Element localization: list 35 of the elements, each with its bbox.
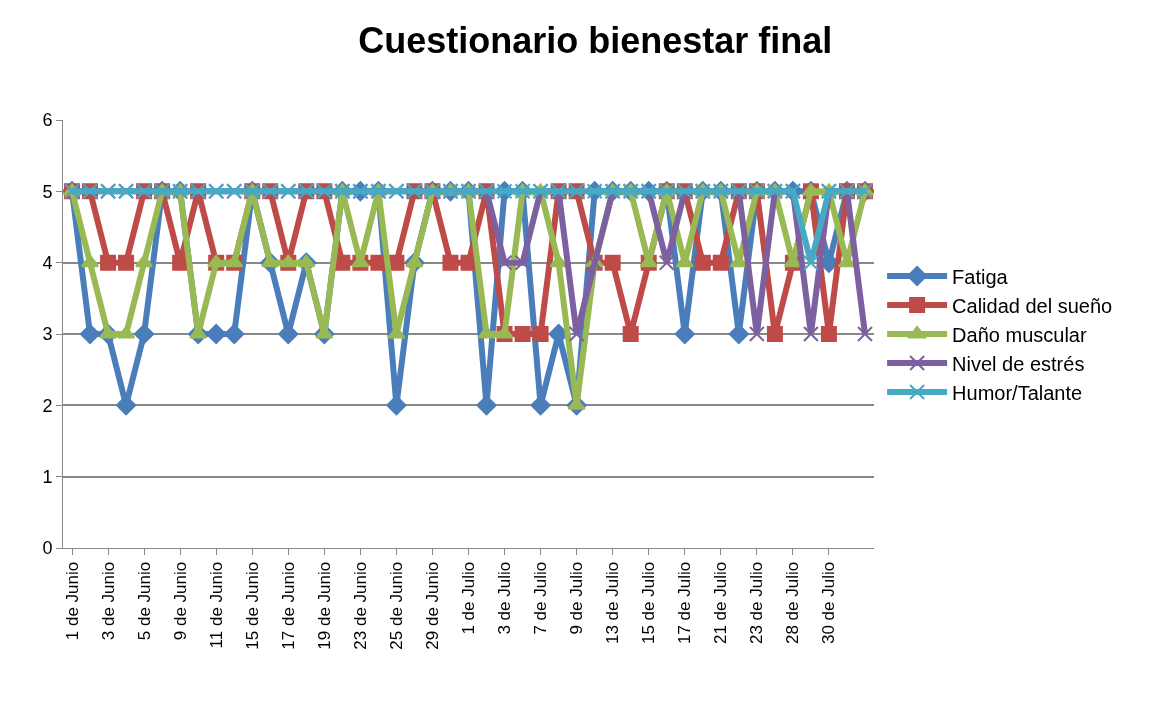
y-tick-label: 5	[42, 181, 53, 202]
x-tick-label: 17 de Julio	[675, 561, 695, 645]
x-tick-label: 11 de Junio	[206, 561, 226, 649]
x-tick-label: 13 de Julio	[603, 561, 623, 645]
x-tick-label: 28 de Julio	[783, 561, 803, 645]
x-tick-label: 23 de Julio	[747, 561, 767, 645]
y-tick-label: 4	[42, 252, 53, 273]
x-tick-label: 15 de Junio	[242, 561, 262, 650]
x-tick-label: 17 de Junio	[278, 561, 298, 650]
y-tick-label: 3	[42, 324, 53, 345]
legend-label: Fatiga	[952, 265, 1009, 288]
legend-label: Calidad del sueño	[952, 294, 1113, 317]
legend-label: Nivel de estrés	[952, 352, 1085, 375]
chart-title: Cuestionario bienestar final	[358, 20, 833, 62]
x-tick-label: 9 de Junio	[170, 561, 190, 641]
x-tick-label: 3 de Junio	[98, 561, 118, 641]
x-tick-label: 23 de Junio	[350, 561, 370, 650]
x-tick-label: 7 de Julio	[531, 561, 551, 635]
x-tick-label: 9 de Julio	[567, 561, 587, 635]
x-tick-label: 30 de Julio	[819, 561, 839, 645]
y-tick-label: 0	[42, 538, 53, 559]
x-tick-label: 21 de Julio	[711, 561, 731, 645]
y-tick-label: 6	[42, 110, 53, 131]
x-tick-label: 25 de Junio	[386, 561, 406, 650]
legend-label: Daño muscular	[952, 323, 1087, 346]
x-tick-label: 15 de Julio	[639, 561, 659, 645]
x-tick-label: 1 de Junio	[62, 561, 82, 641]
x-tick-label: 3 de Julio	[495, 561, 515, 635]
y-tick-label: 2	[42, 395, 53, 416]
x-tick-label: 1 de Julio	[459, 561, 479, 635]
x-tick-label: 29 de Junio	[422, 561, 442, 650]
y-tick-label: 1	[42, 466, 53, 487]
x-tick-label: 5 de Junio	[134, 561, 154, 641]
legend-label: Humor/Talante	[952, 381, 1083, 404]
x-tick-label: 19 de Junio	[314, 561, 334, 650]
